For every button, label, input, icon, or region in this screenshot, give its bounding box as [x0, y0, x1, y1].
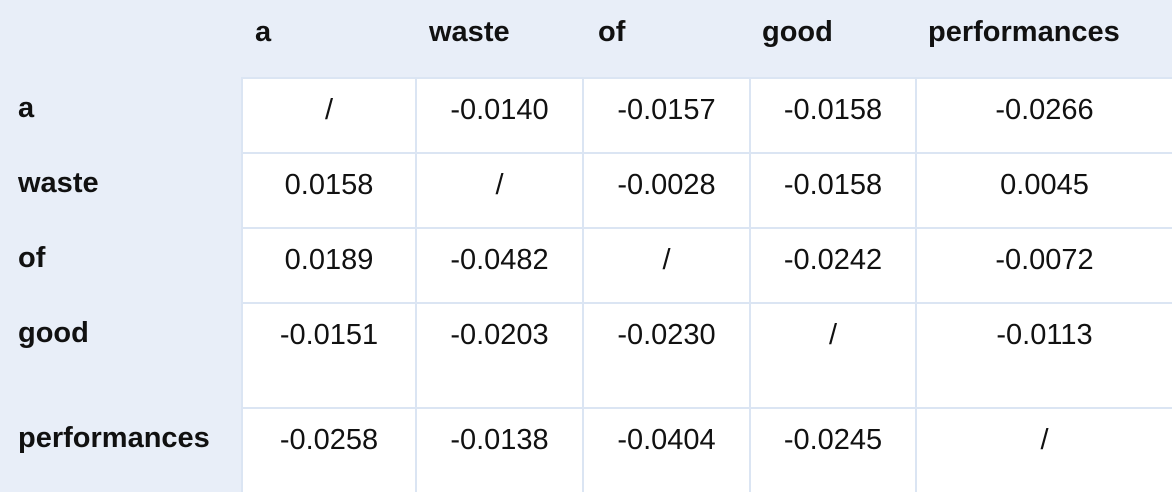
table-cell: -0.0242 [749, 227, 915, 302]
table-cell: / [582, 227, 749, 302]
table-cell: -0.0028 [582, 152, 749, 227]
row-header-of: of [0, 227, 241, 302]
table-cell: -0.0482 [415, 227, 582, 302]
column-header-of: of [582, 0, 749, 77]
table-cell: -0.0113 [915, 302, 1172, 407]
table-cell: -0.0072 [915, 227, 1172, 302]
table-cell: 0.0045 [915, 152, 1172, 227]
column-header-performances: performances [915, 0, 1172, 77]
table-cell: -0.0151 [241, 302, 415, 407]
column-header-a: a [241, 0, 415, 77]
row-header-performances: performances [0, 407, 241, 492]
table-cell: -0.0266 [915, 77, 1172, 152]
table-cell: -0.0258 [241, 407, 415, 492]
table-cell: / [749, 302, 915, 407]
table-cell: / [241, 77, 415, 152]
table-cell: -0.0404 [582, 407, 749, 492]
column-header-waste: waste [415, 0, 582, 77]
table-cell: -0.0245 [749, 407, 915, 492]
table-cell: / [915, 407, 1172, 492]
table-cell: -0.0203 [415, 302, 582, 407]
table-cell: / [415, 152, 582, 227]
row-header-good: good [0, 302, 241, 407]
table-cell: -0.0158 [749, 152, 915, 227]
table-cell: -0.0138 [415, 407, 582, 492]
table-cell: -0.0140 [415, 77, 582, 152]
table-cell: 0.0158 [241, 152, 415, 227]
corner-cell [0, 0, 241, 77]
table-cell: -0.0158 [749, 77, 915, 152]
column-header-good: good [749, 0, 915, 77]
table-cell: 0.0189 [241, 227, 415, 302]
table-cell: -0.0230 [582, 302, 749, 407]
row-header-waste: waste [0, 152, 241, 227]
row-header-a: a [0, 77, 241, 152]
table-cell: -0.0157 [582, 77, 749, 152]
